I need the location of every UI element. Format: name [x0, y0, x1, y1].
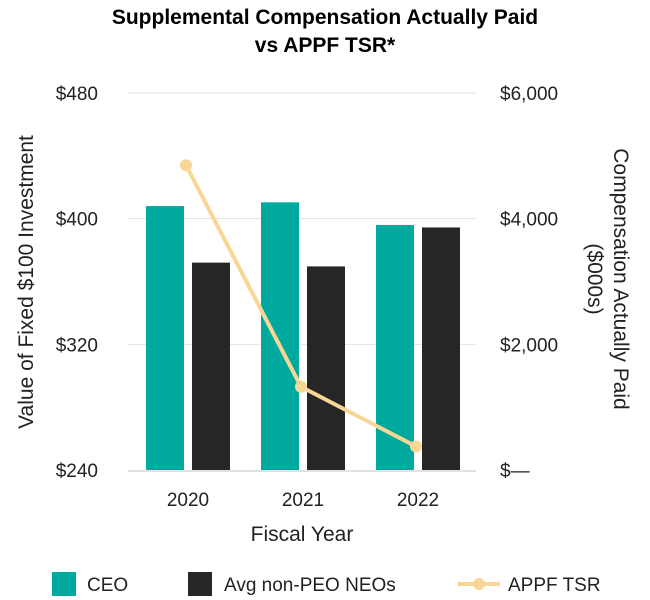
legend: CEO Avg non-PEO NEOs APPF TSR [52, 572, 601, 596]
right-tick-label: $4,000 [500, 210, 558, 231]
left-tick-label: $240 [56, 461, 98, 482]
left-tick-label: $400 [56, 210, 98, 231]
right-tick-label: $6,000 [500, 84, 558, 105]
legend-label-tsr: APPF TSR [508, 575, 601, 596]
bar-avg-non-peo-neos-2021 [307, 266, 345, 470]
left-tick-label: $480 [56, 84, 98, 105]
legend-label-ceo: CEO [87, 575, 128, 596]
chart-title: Supplemental Compensation Actually Paid v… [112, 6, 538, 57]
tsr-point-2020 [180, 159, 192, 172]
bars [146, 202, 460, 470]
right-axis-title-line: ($000s) [583, 243, 606, 314]
right-tick-label: $2,000 [500, 335, 558, 356]
bar-avg-non-peo-neos-2020 [192, 262, 230, 470]
right-axis-title-line: Compensation Actually Paid [609, 148, 632, 410]
chart-title-line: Supplemental Compensation Actually Paid [112, 6, 538, 29]
gridlines [128, 92, 476, 345]
tsr-line-series [180, 159, 422, 453]
x-axis-title: Fiscal Year [251, 523, 354, 546]
tsr-point-2021 [295, 380, 307, 393]
chart-title-line: vs APPF TSR* [255, 34, 396, 57]
x-tick-label: 2020 [167, 490, 209, 511]
bar-ceo-2020 [146, 206, 184, 470]
right-tick-label: $— [500, 461, 530, 482]
x-tick-label: 2022 [397, 490, 439, 511]
x-tick-label: 2021 [282, 490, 324, 511]
legend-swatch-neo [188, 572, 212, 596]
legend-marker-tsr [473, 578, 485, 590]
left-axis-title: Value of Fixed $100 Investment [15, 135, 38, 429]
legend-label-neo: Avg non-PEO NEOs [224, 575, 396, 596]
bar-avg-non-peo-neos-2022 [422, 227, 460, 470]
axes: $240 $320 $400 $480 $— $2,000 $4,000 $6,000 2020… [15, 84, 632, 546]
bar-ceo-2022 [376, 224, 414, 470]
bar-ceo-2021 [261, 202, 299, 470]
left-tick-label: $320 [56, 335, 98, 356]
tsr-point-2022 [410, 440, 422, 453]
legend-swatch-ceo [52, 572, 76, 596]
